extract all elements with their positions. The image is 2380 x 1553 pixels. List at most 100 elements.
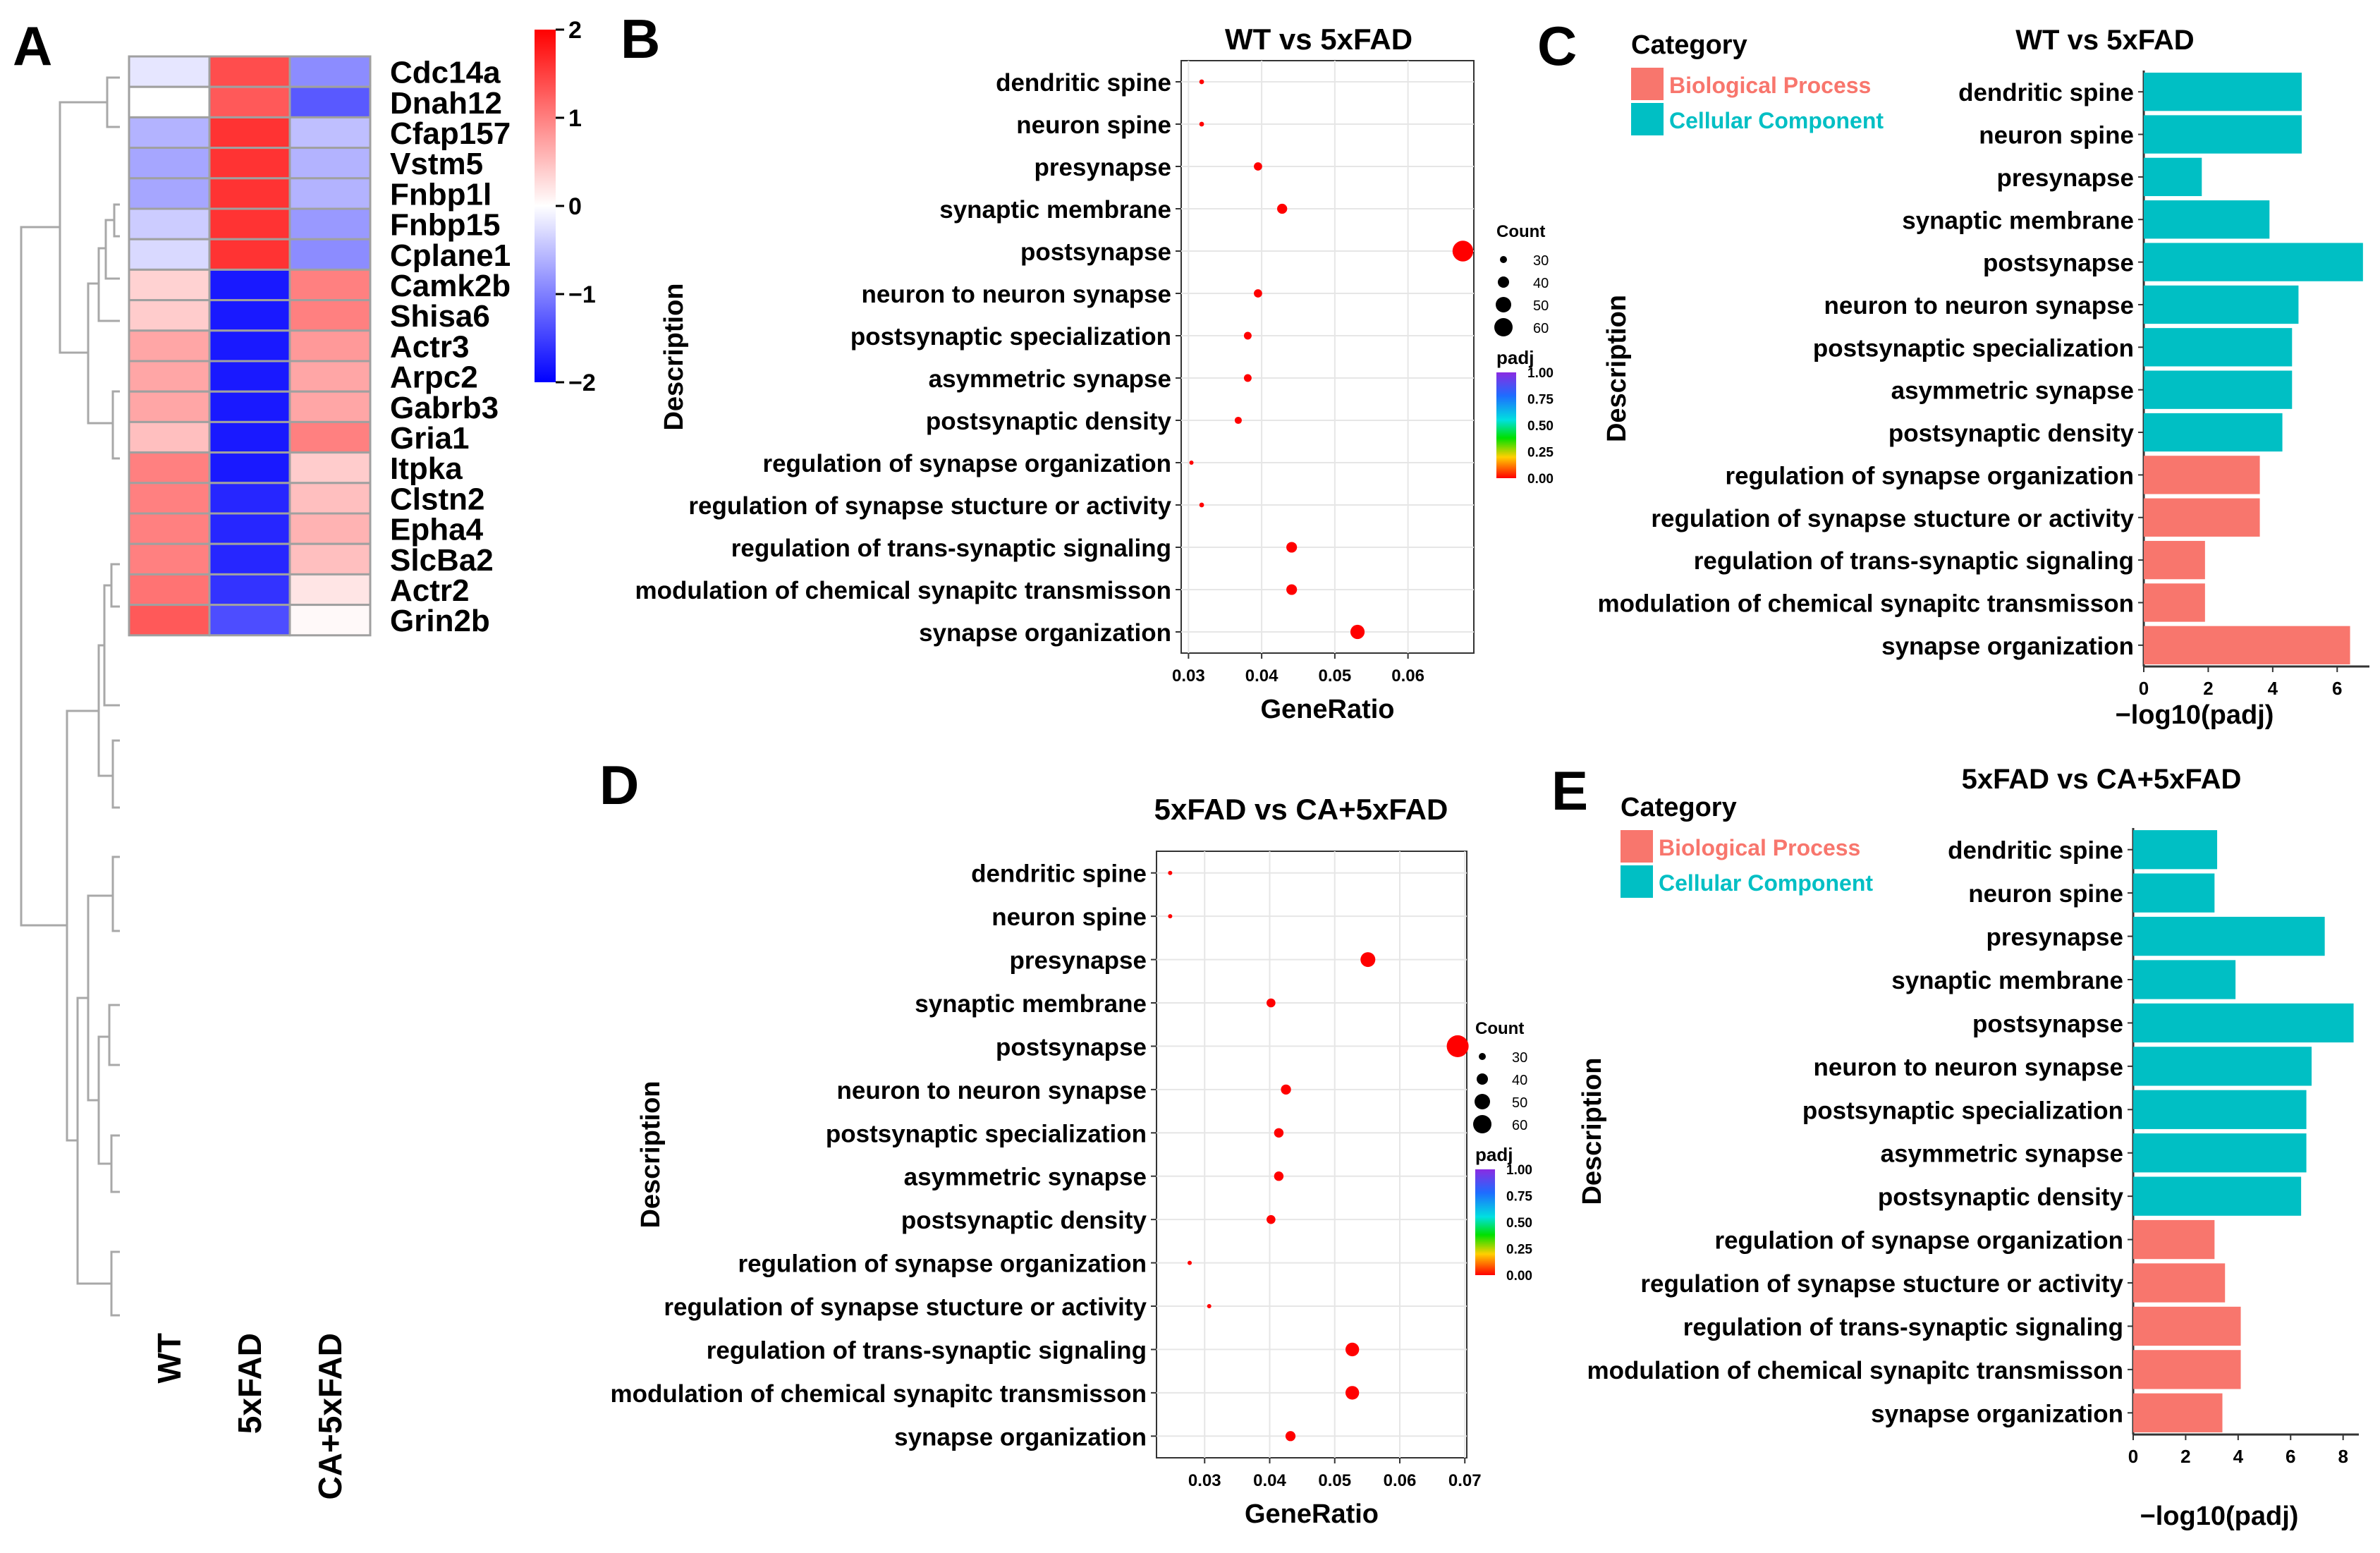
x-tick-label: 8 — [2338, 1446, 2348, 1467]
data-point — [1360, 952, 1376, 968]
heatmap-cell — [288, 451, 372, 485]
data-point — [1254, 289, 1262, 298]
x-tick-label: 0.04 — [1245, 666, 1279, 686]
y-tick-label: postsynaptic density — [901, 1207, 1147, 1234]
bar — [2133, 1133, 2307, 1173]
data-point — [1286, 584, 1298, 595]
legend-swatch-cc — [1631, 103, 1664, 135]
heatmap-row-label: Clstn2 — [390, 482, 484, 516]
heatmap-dendrogram — [20, 76, 120, 1317]
colorbar-tick-label: 0 — [568, 193, 582, 220]
heatmap-cell — [208, 420, 291, 454]
y-tick-label: asymmetric synapse — [929, 365, 1171, 393]
y-tick-label: regulation of trans-synaptic signaling — [707, 1336, 1147, 1364]
bar — [2144, 540, 2205, 580]
heatmap-cell — [288, 116, 372, 150]
y-tick-label: regulation of trans-synaptic signaling — [731, 535, 1171, 562]
heatmap-row-label: SlcBa2 — [390, 543, 494, 578]
heatmap-cell — [288, 512, 372, 545]
heatmap-row-label: Fnbp15 — [390, 208, 500, 243]
legend-padj-label: 0.25 — [1506, 1243, 1532, 1257]
legend-swatch-bp — [1631, 68, 1664, 100]
bar — [2144, 285, 2299, 324]
bar — [2133, 1219, 2215, 1260]
chart-title: 5xFAD vs CA+5xFAD — [1154, 793, 1448, 826]
heatmap-cell — [128, 116, 211, 150]
heatmap-row-label: Vstm5 — [390, 147, 483, 181]
data-point — [1267, 1214, 1276, 1224]
bar — [2133, 1047, 2312, 1086]
bar — [2144, 115, 2302, 154]
heatmap-cell — [288, 542, 372, 575]
heatmap-cell — [288, 55, 372, 88]
legend-padj-title: padj — [1496, 347, 1534, 368]
legend-count-symbol — [1479, 1053, 1486, 1060]
panel-d-dotplot: D 5xFAD vs CA+5xFAD 0.03 0.04 0.05 0.06 0.07 d… — [599, 754, 1532, 1529]
heatmap-cell — [128, 85, 211, 118]
colorbar-tick-label: 1 — [568, 105, 582, 132]
legend-count-title: Count — [1496, 222, 1545, 241]
bar — [2144, 370, 2293, 409]
panel-label-e: E — [1551, 760, 1588, 822]
legend-count-label: 40 — [1512, 1073, 1527, 1088]
y-tick-label: synapse organization — [1871, 1400, 2123, 1427]
legend-count-symbol — [1494, 318, 1513, 336]
heatmap-row-label: Itpka — [390, 451, 463, 486]
data-point — [1452, 240, 1474, 262]
x-axis-label: GeneRatio — [1260, 695, 1394, 724]
x-tick-label: 4 — [2233, 1446, 2244, 1467]
colorbar-tick-label: −1 — [568, 281, 596, 308]
y-tick-label: regulation of synapse organization — [1714, 1227, 2123, 1255]
legend-count-label: 60 — [1533, 321, 1549, 336]
x-tick-label: 0.07 — [1448, 1471, 1482, 1490]
y-tick-label: postsynaptic specialization — [826, 1120, 1147, 1147]
heatmap-cell — [208, 451, 291, 485]
legend-count-symbol — [1498, 276, 1509, 288]
heatmap-row-label: Dnah12 — [390, 86, 502, 121]
x-tick-label: 0.06 — [1391, 666, 1424, 686]
heatmap-cell — [288, 360, 372, 393]
legend-padj-label: 0.00 — [1527, 472, 1554, 487]
legend-count-symbol — [1473, 1115, 1491, 1133]
heatmap-cell — [128, 177, 211, 210]
y-tick-label: postsynaptic specialization — [850, 323, 1171, 351]
y-tick-label: dendritic spine — [996, 69, 1171, 97]
y-tick-label: asymmetric synapse — [904, 1164, 1147, 1191]
panel-c-barplot: C WT vs 5xFAD dendritic spine neuron spine… — [1537, 15, 2369, 730]
heatmap-cell — [128, 238, 211, 271]
y-tick-label: neuron spine — [1968, 880, 2123, 908]
y-tick-label: presynapse — [1009, 947, 1147, 975]
y-axis-label: Description — [1602, 295, 1632, 442]
heatmap-row-label: Camk2b — [390, 269, 511, 303]
y-tick-label: postsynaptic density — [1888, 420, 2135, 447]
legend-title: Category — [1621, 793, 1737, 822]
heatmap-cell — [128, 573, 211, 607]
y-tick-label: neuron spine — [1979, 122, 2134, 150]
data-point — [1207, 1304, 1212, 1308]
heatmap-row-label: Shisa6 — [390, 299, 490, 334]
y-tick-label: regulation of trans-synaptic signaling — [1683, 1313, 2123, 1341]
y-tick-label: postsynapse — [996, 1033, 1147, 1061]
x-tick-label: 0 — [2139, 678, 2149, 699]
heatmap-cell — [288, 177, 372, 210]
category-legend: Category Biological Process Cellular Compo… — [1621, 793, 1873, 898]
data-point — [1446, 1035, 1469, 1057]
colorbar-ticks: 2 1 0 −1 −2 — [556, 17, 596, 396]
y-tick-label: postsynaptic specialization — [1802, 1097, 2123, 1124]
heatmap-row-labels: Cdc14aDnah12Cfap157Vstm5Fnbp1lFnbp15Cpla… — [390, 56, 511, 639]
legend-padj-label: 0.00 — [1506, 1269, 1532, 1284]
x-tick-label: 0.03 — [1172, 666, 1205, 686]
data-point — [1345, 1386, 1360, 1400]
heatmap-cell — [208, 116, 291, 150]
heatmap-row-label: Cplane1 — [390, 238, 511, 273]
x-tick-label: 0.03 — [1188, 1471, 1221, 1490]
y-tick-label: postsynaptic density — [926, 408, 1172, 435]
heatmap-cell — [128, 55, 211, 88]
y-tick-label: neuron spine — [1016, 111, 1171, 139]
data-point — [1188, 1260, 1192, 1265]
bar — [2133, 1393, 2223, 1432]
heatmap-cell — [288, 207, 372, 240]
y-tick-label: neuron to neuron synapse — [837, 1077, 1147, 1104]
x-tick-label: 0.04 — [1253, 1471, 1286, 1490]
